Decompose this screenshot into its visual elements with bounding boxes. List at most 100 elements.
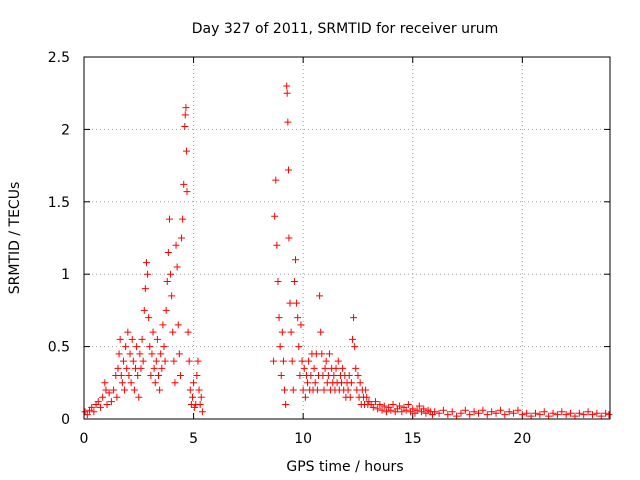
- data-point: [142, 259, 150, 267]
- data-point: [276, 343, 284, 351]
- data-point: [345, 372, 353, 380]
- data-point: [288, 357, 296, 365]
- data-point: [514, 406, 522, 414]
- data-point: [151, 379, 159, 387]
- data-point: [584, 408, 592, 416]
- data-point: [124, 328, 132, 336]
- data-point: [354, 372, 362, 380]
- data-point: [356, 379, 364, 387]
- data-point: [575, 409, 583, 417]
- data-point: [597, 412, 605, 420]
- data-point: [352, 364, 360, 372]
- data-point: [439, 406, 447, 414]
- data-point: [279, 357, 287, 365]
- data-point: [156, 386, 164, 394]
- data-point: [130, 386, 138, 394]
- data-point: [184, 328, 192, 336]
- data-point: [298, 357, 306, 365]
- data-point: [281, 386, 289, 394]
- data-point: [274, 277, 282, 285]
- data-point: [402, 406, 410, 414]
- data-point: [300, 364, 308, 372]
- data-point: [505, 408, 513, 416]
- data-point: [313, 386, 321, 394]
- data-point: [105, 389, 113, 397]
- data-point: [294, 314, 302, 322]
- data-point: [191, 403, 199, 411]
- data-point: [145, 314, 153, 322]
- data-point: [339, 364, 347, 372]
- data-point: [536, 411, 544, 419]
- data-point: [195, 386, 203, 394]
- data-point: [197, 393, 205, 401]
- data-point: [158, 364, 166, 372]
- data-point: [562, 411, 570, 419]
- data-point: [571, 412, 579, 420]
- data-point: [404, 401, 412, 409]
- data-point: [457, 409, 465, 417]
- data-point: [170, 357, 178, 365]
- data-point: [409, 405, 417, 413]
- data-point: [190, 379, 198, 387]
- data-point: [174, 321, 182, 329]
- data-point: [558, 408, 566, 416]
- data-point: [150, 364, 158, 372]
- data-point: [304, 379, 312, 387]
- data-point: [284, 166, 292, 174]
- data-point: [146, 343, 154, 351]
- data-point: [398, 408, 406, 416]
- data-point: [133, 343, 141, 351]
- data-point: [181, 111, 189, 119]
- data-point: [114, 364, 122, 372]
- data-point: [119, 357, 127, 365]
- data-point: [470, 408, 478, 416]
- data-point: [483, 411, 491, 419]
- data-point: [149, 328, 157, 336]
- data-point: [193, 372, 201, 380]
- grid-lines: [84, 57, 610, 419]
- data-point: [163, 277, 171, 285]
- data-point: [283, 89, 291, 97]
- data-point: [198, 408, 206, 416]
- data-point: [168, 292, 176, 300]
- data-point: [435, 409, 443, 417]
- data-point: [593, 409, 601, 417]
- data-point: [162, 306, 170, 314]
- data-point: [295, 343, 303, 351]
- data-point: [148, 350, 156, 358]
- data-point: [172, 241, 180, 249]
- data-point: [90, 408, 98, 416]
- y-axis-label: SRMTID / TECUs: [7, 182, 23, 295]
- data-point: [173, 263, 181, 271]
- data-point: [287, 328, 295, 336]
- data-point: [113, 393, 121, 401]
- data-point: [413, 406, 421, 414]
- data-point: [141, 285, 149, 293]
- data-point: [153, 335, 161, 343]
- data-point: [140, 306, 148, 314]
- data-point: [282, 401, 290, 409]
- data-point: [125, 372, 133, 380]
- data-point: [332, 364, 340, 372]
- chart-title: Day 327 of 2011, SRMTID for receiver uru…: [192, 21, 499, 37]
- data-point: [296, 372, 304, 380]
- data-point: [88, 403, 96, 411]
- data-point: [117, 372, 125, 380]
- data-point: [144, 270, 152, 278]
- data-point: [182, 104, 190, 112]
- data-point: [291, 256, 299, 264]
- y-tick-label: 1: [61, 267, 70, 283]
- data-point: [334, 357, 342, 365]
- data-point: [580, 411, 588, 419]
- data-point: [496, 406, 504, 414]
- x-tick-label: 0: [80, 431, 89, 447]
- data-point: [134, 372, 142, 380]
- data-point: [169, 328, 177, 336]
- data-point: [186, 386, 194, 394]
- data-point: [492, 409, 500, 417]
- data-point: [96, 403, 104, 411]
- data-point: [147, 372, 155, 380]
- data-point: [301, 393, 309, 401]
- data-point: [270, 357, 278, 365]
